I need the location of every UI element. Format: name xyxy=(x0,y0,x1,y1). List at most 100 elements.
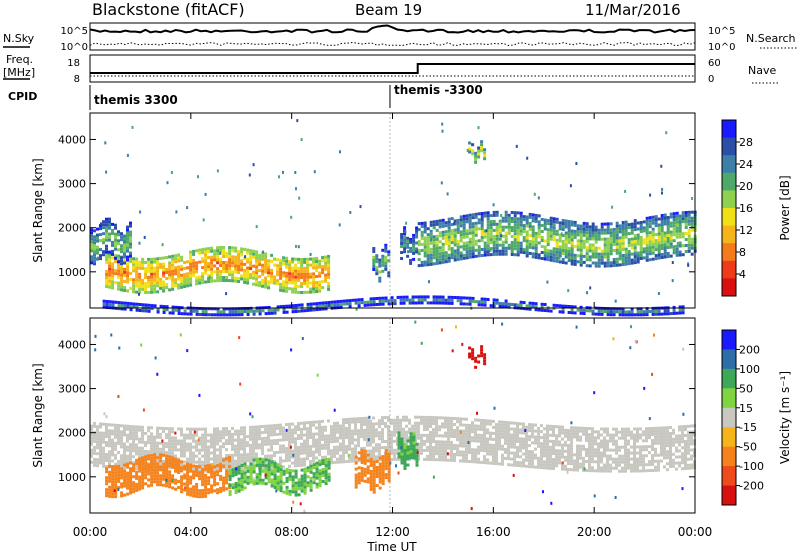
echo-cell xyxy=(105,491,109,495)
echo-cell xyxy=(291,455,294,459)
echo-cell xyxy=(528,444,531,448)
echo-cell xyxy=(510,439,513,443)
echo-cell xyxy=(678,229,682,233)
echo-cell xyxy=(477,149,481,153)
echo-cell xyxy=(513,303,517,307)
echo-cell xyxy=(237,456,240,460)
echo-cell xyxy=(504,237,508,241)
echo-cell xyxy=(129,305,133,309)
echo-cell xyxy=(672,212,676,216)
echo-cell xyxy=(651,460,654,463)
speckle xyxy=(660,164,663,168)
echo-cell xyxy=(279,273,283,277)
echo-cell xyxy=(186,457,189,461)
echo-cell xyxy=(633,219,637,223)
echo-cell xyxy=(513,427,516,431)
echo-cell xyxy=(630,307,634,311)
echo-cell xyxy=(477,212,481,216)
echo-cell xyxy=(114,226,117,230)
echo-cell xyxy=(201,248,205,252)
echo-cell xyxy=(261,284,265,288)
echo-cell xyxy=(531,231,535,235)
echo-cell xyxy=(222,445,225,449)
echo-cell xyxy=(498,441,501,445)
echo-cell xyxy=(465,447,468,451)
echo-cell xyxy=(403,232,407,236)
echo-cell xyxy=(672,215,676,219)
echo-cell xyxy=(207,433,210,437)
echo-cell xyxy=(591,228,595,232)
echo-cell xyxy=(471,457,474,461)
echo-cell xyxy=(93,238,96,242)
echo-cell xyxy=(507,451,510,455)
echo-cell xyxy=(219,273,223,276)
echo-cell xyxy=(207,256,211,260)
echo-cell xyxy=(99,461,102,465)
echo-cell xyxy=(570,429,573,433)
echo-cell xyxy=(279,450,282,454)
echo-cell xyxy=(306,421,309,425)
echo-cell xyxy=(195,264,199,268)
echo-cell xyxy=(378,422,381,426)
echo-cell xyxy=(558,260,562,264)
echo-cell xyxy=(288,272,292,276)
echo-cell xyxy=(186,448,189,452)
echo-cell xyxy=(177,265,181,269)
echo-cell xyxy=(409,246,413,250)
echo-cell xyxy=(375,260,379,264)
echo-cell xyxy=(651,448,654,451)
echo-cell xyxy=(216,439,219,443)
echo-cell xyxy=(312,257,316,261)
echo-cell xyxy=(660,450,663,454)
echo-cell xyxy=(105,488,109,492)
echo-cell xyxy=(177,283,181,287)
echo-cell xyxy=(552,443,555,446)
echo-cell xyxy=(96,236,99,240)
echo-cell xyxy=(177,253,181,257)
echo-cell xyxy=(147,275,151,279)
echo-cell xyxy=(360,417,363,421)
echo-cell xyxy=(303,272,307,276)
echo-cell xyxy=(315,308,319,312)
echo-cell xyxy=(171,257,175,261)
echo-cell xyxy=(624,250,628,254)
echo-cell xyxy=(591,457,594,461)
echo-cell xyxy=(441,434,444,438)
echo-cell xyxy=(492,298,496,302)
echo-cell xyxy=(459,459,462,463)
echo-cell xyxy=(213,454,216,458)
echo-cell xyxy=(513,232,517,236)
echo-cell xyxy=(606,430,609,434)
echo-cell xyxy=(531,234,535,238)
echo-cell xyxy=(447,298,451,302)
echo-cell xyxy=(111,228,114,232)
echo-cell xyxy=(318,453,321,457)
echo-cell xyxy=(468,225,472,229)
echo-cell xyxy=(90,243,93,247)
echo-cell xyxy=(465,459,468,463)
echo-cell xyxy=(192,454,195,458)
echo-cell xyxy=(153,260,157,264)
echo-cell xyxy=(267,439,270,443)
echo-cell xyxy=(498,252,502,256)
echo-cell xyxy=(303,281,307,285)
echo-cell xyxy=(99,227,102,231)
echo-cell xyxy=(111,486,115,490)
echo-cell xyxy=(576,254,580,258)
echo-cell xyxy=(519,443,522,447)
echo-cell xyxy=(630,313,634,317)
echo-cell xyxy=(423,439,426,443)
echo-cell xyxy=(372,428,375,432)
echo-cell xyxy=(453,231,457,235)
echo-cell xyxy=(369,422,372,426)
echo-cell xyxy=(198,278,202,282)
echo-cell xyxy=(480,418,483,422)
echo-cell xyxy=(129,277,133,281)
echo-cell xyxy=(558,236,562,240)
echo-cell xyxy=(675,437,678,441)
echo-cell xyxy=(162,268,166,272)
echo-cell xyxy=(444,233,448,237)
echo-cell xyxy=(513,457,516,461)
echo-cell xyxy=(609,249,613,253)
echo-cell xyxy=(390,433,393,437)
